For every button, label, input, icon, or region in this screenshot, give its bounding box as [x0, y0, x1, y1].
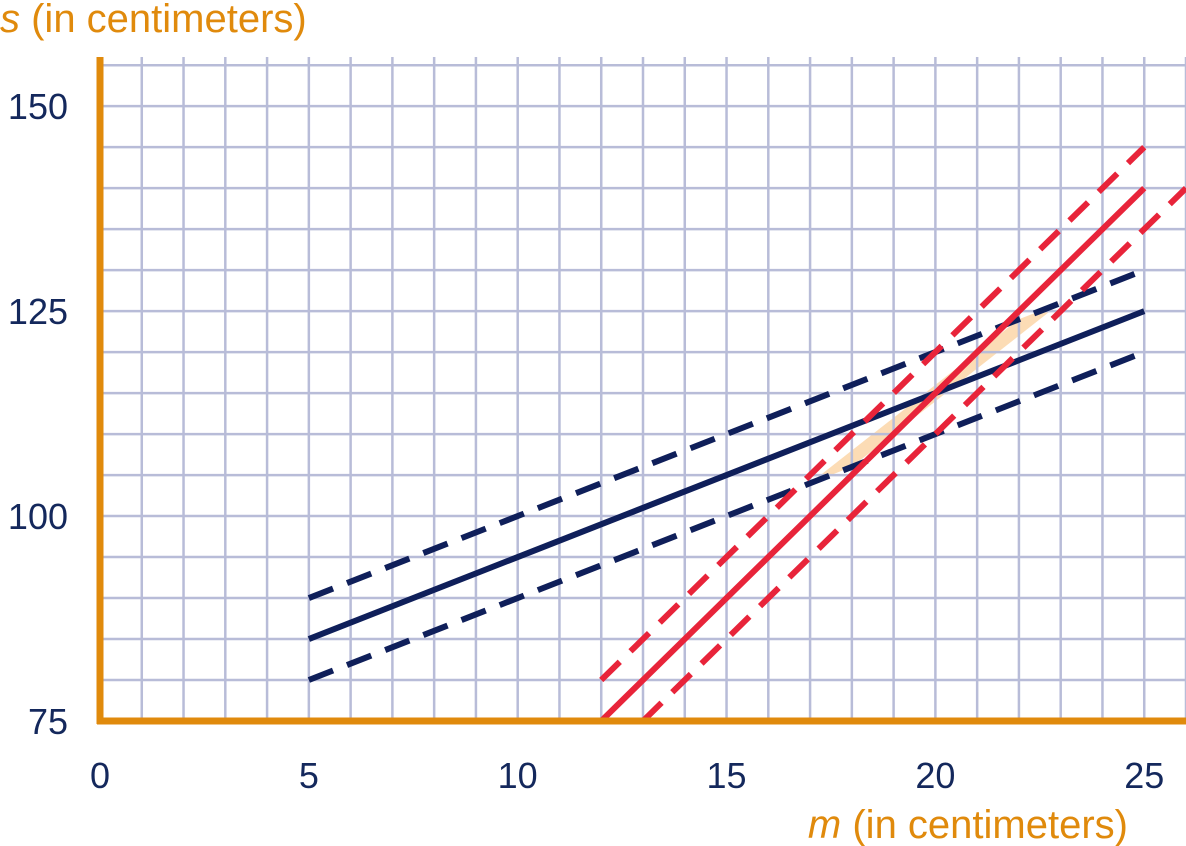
y-tick-label: 100 — [8, 496, 68, 537]
tick-labels: 0 5 10 15 20 25 75 100 125 150 — [8, 86, 1164, 796]
x-tick-label: 10 — [498, 755, 538, 796]
y-axis-variable: s — [0, 0, 20, 41]
series-layer — [307, 145, 1186, 724]
y-tick-label: 125 — [8, 291, 68, 332]
x-tick-label: 25 — [1124, 755, 1164, 796]
y-tick-label: 150 — [8, 86, 68, 127]
x-axis-title: m (in centimeters) — [808, 803, 1128, 846]
axes — [96, 57, 1186, 725]
x-tick-label: 5 — [299, 755, 319, 796]
series-line-2-dashed — [307, 349, 1146, 683]
grid — [100, 57, 1186, 721]
x-tick-label: 0 — [90, 755, 110, 796]
y-tick-label: 75 — [28, 701, 68, 742]
x-tick-label: 15 — [707, 755, 747, 796]
series-line-5-dashed — [640, 186, 1186, 724]
series-line-3-solid — [599, 186, 1147, 724]
series-line-4-dashed — [599, 145, 1147, 683]
x-axis-variable: m — [808, 803, 841, 846]
x-axis-title-rest: (in centimeters) — [841, 803, 1128, 846]
y-axis-title: s (in centimeters) — [0, 0, 307, 41]
y-axis-title-rest: (in centimeters) — [20, 0, 307, 41]
x-tick-label: 20 — [915, 755, 955, 796]
